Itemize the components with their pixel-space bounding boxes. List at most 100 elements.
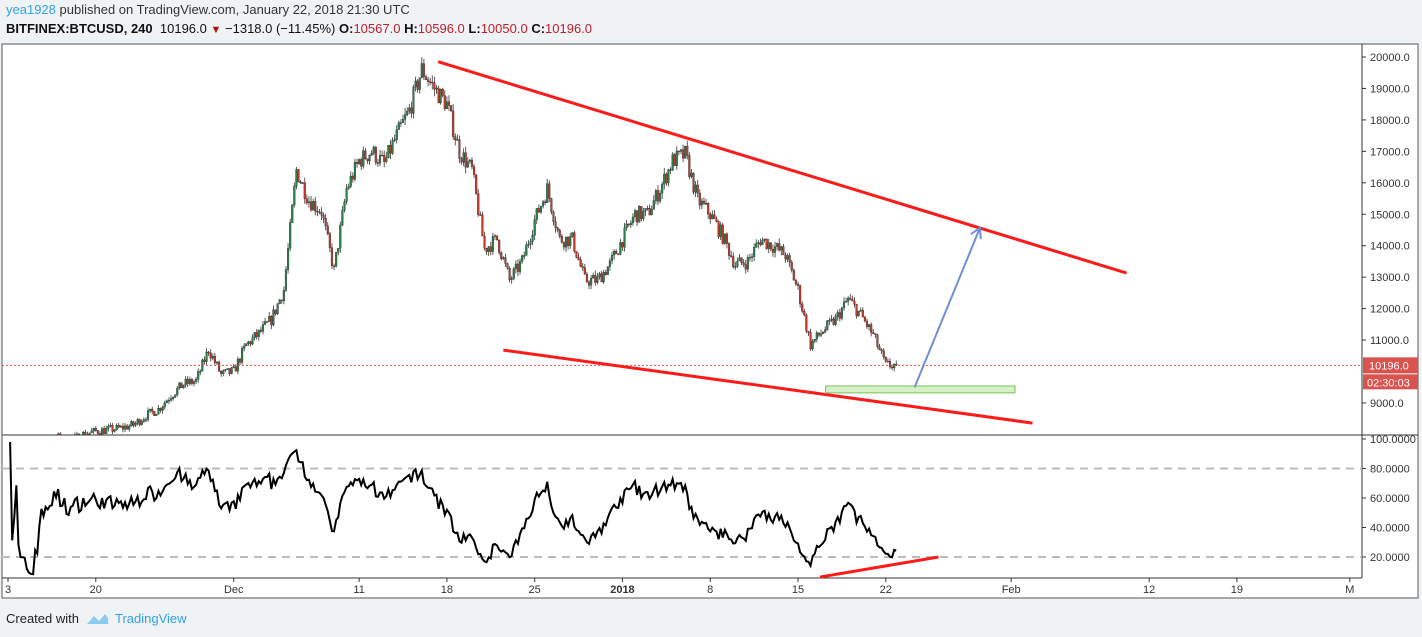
candle (621, 242, 624, 248)
candle (207, 351, 210, 354)
candle (525, 244, 528, 256)
candle (489, 246, 492, 252)
candle (782, 246, 785, 256)
candle (872, 332, 875, 334)
candle (280, 299, 283, 302)
candle (230, 367, 233, 374)
candle (84, 432, 87, 435)
candle (328, 233, 331, 248)
candle (228, 368, 231, 374)
candle (473, 166, 476, 175)
candle (358, 159, 361, 164)
candle (686, 145, 689, 156)
candle (222, 370, 225, 374)
candle (215, 361, 219, 364)
candle (289, 222, 292, 249)
time-tick-label: 12 (1143, 584, 1155, 596)
candle (556, 227, 559, 231)
candle (186, 378, 189, 384)
candle (692, 172, 695, 193)
candle (481, 214, 484, 237)
candle (874, 333, 877, 335)
candle (671, 154, 674, 171)
candle (780, 246, 783, 251)
candle (642, 211, 645, 220)
candle (840, 307, 843, 319)
candle (395, 129, 398, 140)
candle (623, 227, 626, 248)
rsi-tick-label: 40.0000 (1370, 523, 1410, 535)
candle (130, 421, 133, 427)
candle (314, 201, 317, 212)
candle (694, 184, 697, 193)
candle (746, 257, 749, 270)
candle (832, 318, 835, 325)
candle (868, 324, 871, 327)
candle (487, 246, 490, 252)
candle (172, 396, 175, 399)
candle (144, 419, 147, 421)
candle (320, 212, 323, 216)
candle (412, 86, 415, 114)
current-price-badge (1363, 357, 1418, 374)
candle (757, 242, 760, 244)
candle (140, 421, 143, 425)
candle (326, 225, 329, 234)
candle (241, 348, 244, 363)
candle (725, 233, 729, 244)
candle (345, 188, 348, 202)
tradingview-link[interactable]: TradingView (114, 611, 187, 626)
footer: Created with TradingView (6, 611, 187, 626)
candle (224, 369, 227, 371)
candle (437, 87, 440, 104)
candle (163, 402, 166, 408)
candle (811, 341, 814, 350)
high-label: H: (404, 21, 418, 36)
candle (592, 275, 595, 279)
candle (585, 273, 588, 283)
candle (801, 303, 804, 312)
candle (834, 316, 837, 325)
price-tick-label: 17000.0 (1370, 146, 1410, 158)
candle (155, 413, 158, 416)
author-link[interactable]: yea1928 (6, 2, 56, 17)
candle (132, 421, 135, 426)
candle (504, 257, 507, 264)
candle (341, 210, 344, 226)
candle (318, 211, 321, 213)
candle (587, 281, 591, 286)
candle (619, 242, 622, 255)
candle (640, 206, 643, 220)
candle (794, 280, 797, 285)
candle (767, 242, 770, 249)
current-price-label: 10196.0 (1369, 360, 1409, 372)
candle (516, 263, 520, 272)
candle (673, 154, 676, 166)
candle (94, 428, 97, 431)
candle (259, 329, 262, 332)
candle (123, 425, 127, 430)
price-tick-label: 16000.0 (1370, 178, 1410, 190)
candle (483, 235, 486, 249)
candle (625, 223, 628, 228)
candle (541, 201, 545, 207)
candle (142, 419, 145, 422)
candle (771, 249, 774, 253)
candle (121, 425, 125, 430)
high-value: 10596.0 (417, 21, 465, 36)
candle (211, 356, 214, 359)
candle (397, 122, 400, 130)
candle (573, 232, 576, 252)
candle (307, 201, 311, 204)
candle (579, 259, 582, 267)
candle (886, 360, 889, 363)
candle (836, 312, 839, 317)
candle (608, 260, 611, 267)
time-tick-label: 22 (880, 584, 892, 596)
candle (792, 269, 795, 281)
price-tick-label: 20000.0 (1370, 52, 1410, 64)
candle (893, 364, 896, 369)
candle (103, 428, 106, 434)
candle (529, 241, 532, 245)
